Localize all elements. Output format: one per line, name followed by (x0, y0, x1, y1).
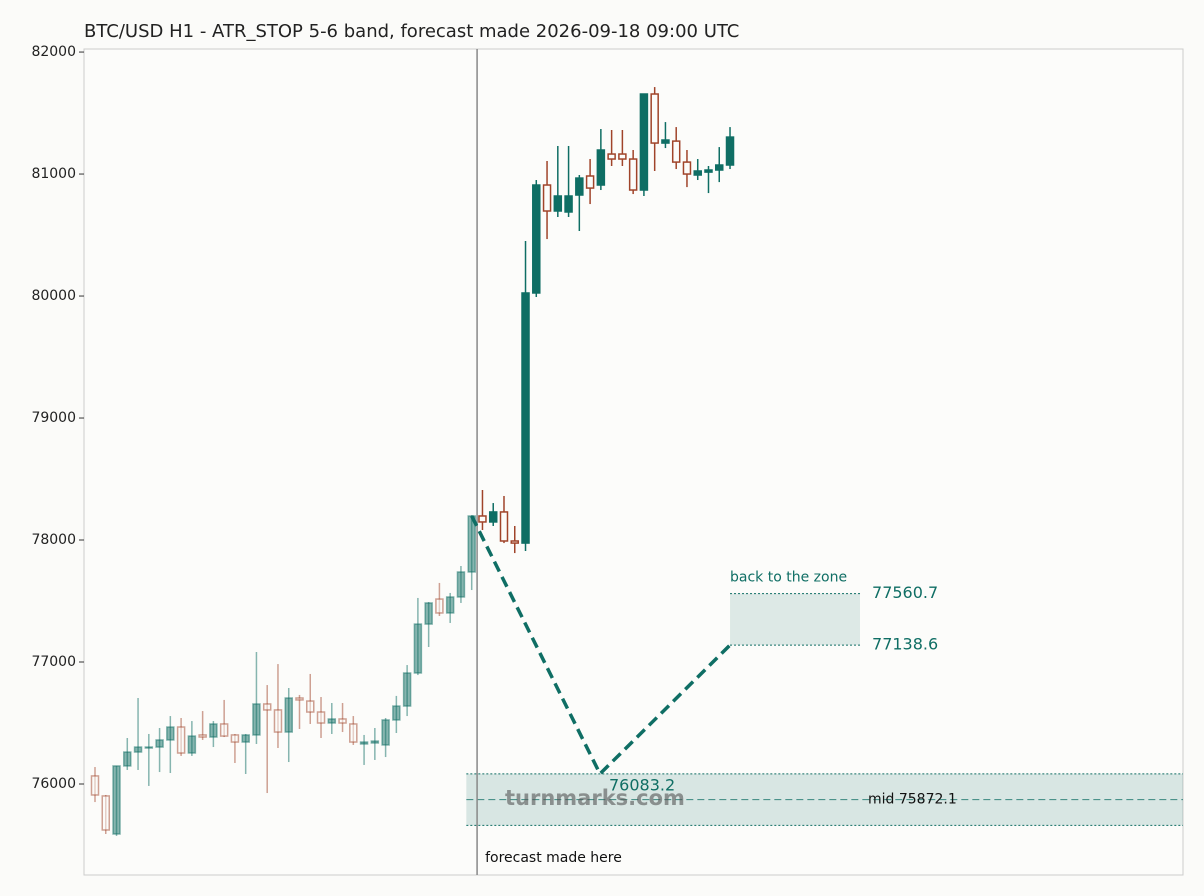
candle-body (564, 195, 573, 213)
candle-body (413, 623, 423, 674)
candle-body (618, 153, 627, 160)
candle-body (628, 158, 638, 191)
candle-body (381, 719, 390, 746)
candle-body (123, 751, 132, 767)
candle-body (424, 602, 433, 625)
candle-body (359, 741, 369, 745)
y-tick-label: 80000 (31, 288, 76, 304)
candle-body (155, 739, 164, 748)
forecast-path (470, 515, 732, 777)
candle-body (499, 511, 509, 542)
candle-body (133, 746, 143, 753)
candle-body (327, 718, 337, 724)
candle-body (101, 795, 111, 831)
candle-body (209, 723, 218, 738)
candle-body (445, 596, 455, 614)
candle-body (316, 711, 326, 724)
candle-body (639, 93, 649, 191)
candle-body (542, 184, 552, 212)
candle-body (661, 139, 670, 144)
candle-body (402, 672, 412, 707)
candle-body (585, 175, 595, 189)
candle-body (553, 195, 563, 212)
y-tick-label: 78000 (31, 532, 76, 548)
candle-body (338, 718, 347, 724)
candle-body (575, 177, 584, 196)
candle-body (682, 161, 692, 175)
y-tick-label: 79000 (31, 410, 76, 426)
y-tick-label: 81000 (31, 166, 76, 182)
candle-body (144, 746, 154, 749)
band-mid-label: mid 75872.1 (868, 792, 957, 808)
candle-body (693, 170, 702, 176)
candle-body (521, 292, 530, 544)
y-tick-label: 77000 (31, 654, 76, 670)
candle-body (650, 93, 659, 144)
chart-title: BTC/USD H1 - ATR_STOP 5-6 band, forecast… (84, 21, 739, 42)
candle-body (219, 723, 229, 737)
zone-high-label: 77560.7 (872, 583, 938, 602)
candle-body (306, 700, 315, 713)
candle-body (725, 136, 735, 166)
candle-body (262, 703, 272, 711)
candle-body (392, 705, 401, 721)
candle-body (671, 140, 681, 163)
candle-body (295, 697, 304, 701)
zone-low-label: 77138.6 (872, 635, 938, 654)
candle-body (478, 515, 487, 523)
candle-body (187, 735, 197, 754)
watermark: turnmarks.com (505, 786, 685, 810)
forecast-low-label: 76083.2 (609, 775, 675, 794)
candle-body (166, 726, 175, 741)
candle-body (112, 765, 121, 835)
candle-body (284, 697, 293, 733)
candle-body (349, 723, 358, 743)
candle-body (273, 709, 283, 733)
candle-body (510, 540, 520, 544)
candle-body (532, 184, 541, 294)
candle-body (198, 734, 207, 738)
candle-body (456, 571, 466, 598)
candle-body (370, 740, 380, 744)
candle-body (488, 511, 498, 523)
candle-body (176, 726, 186, 754)
candle-body (607, 153, 616, 160)
zone-title: back to the zone (730, 570, 847, 586)
y-tick-label: 82000 (31, 44, 76, 60)
candle-body (230, 734, 240, 743)
candle-body (252, 703, 261, 736)
y-tick-label: 76000 (31, 776, 76, 792)
target-zone (730, 593, 861, 646)
candle-body (90, 775, 100, 796)
forecast-label: forecast made here (485, 850, 622, 866)
candle-body (241, 734, 250, 743)
candle-body (715, 164, 724, 171)
candle-body (596, 149, 606, 186)
candle-body (435, 598, 444, 614)
candle-body (704, 169, 713, 173)
